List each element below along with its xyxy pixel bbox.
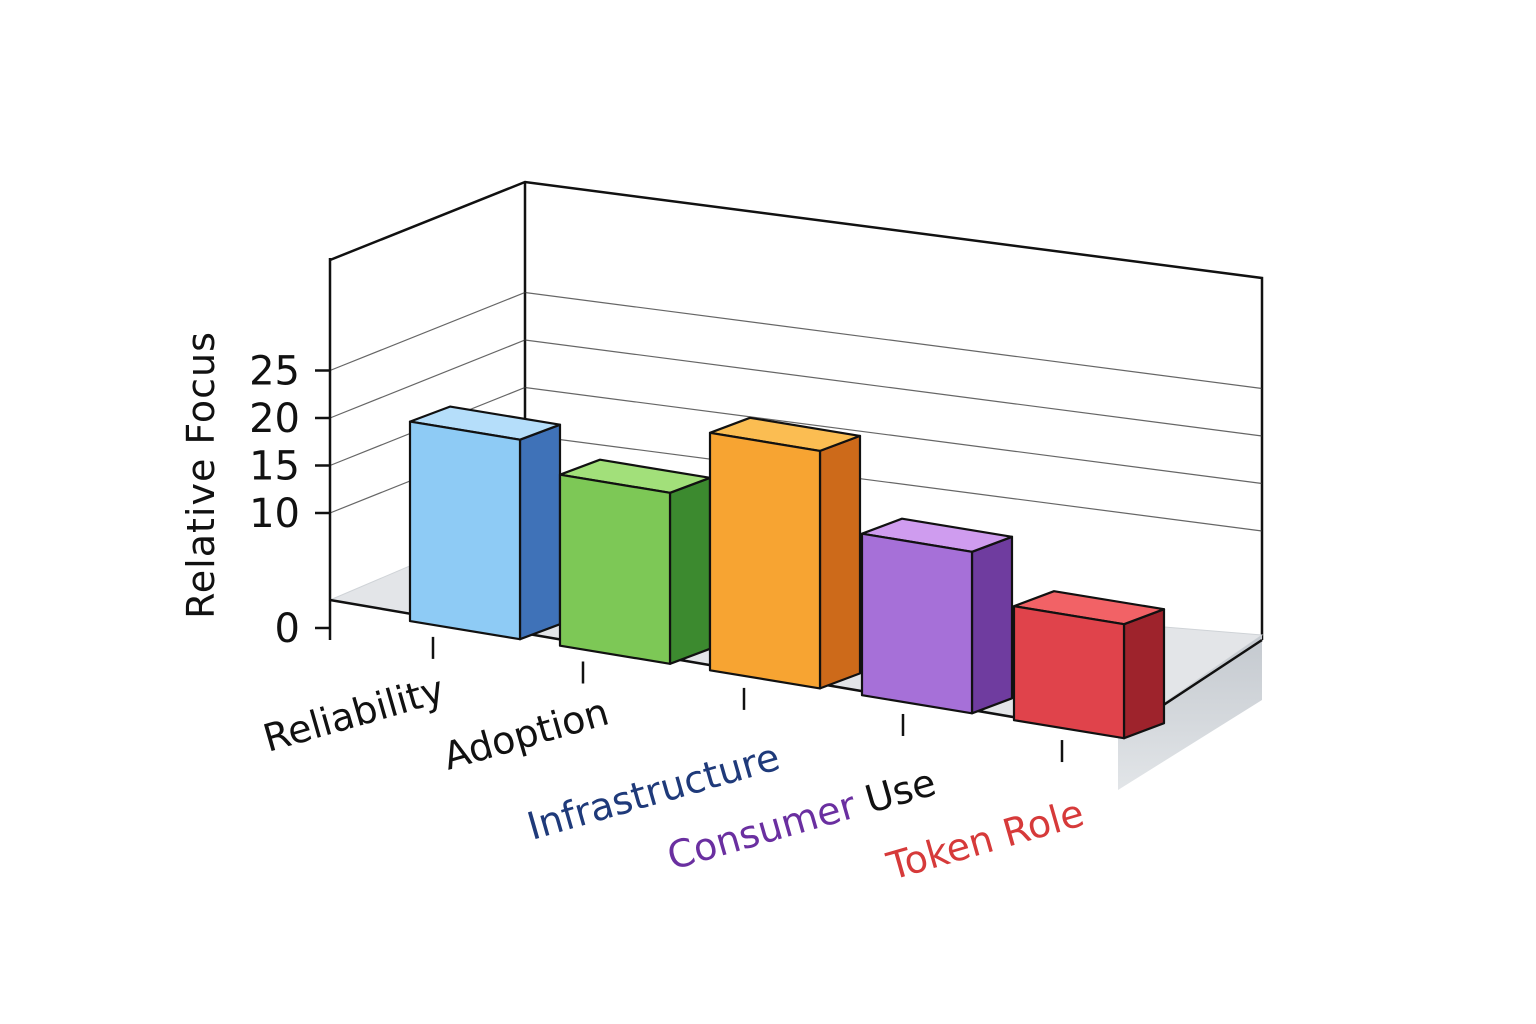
y-tick-label-10: 10	[249, 491, 300, 537]
y-axis-label: Relative Focus	[179, 331, 223, 619]
gridline-15	[329, 386, 1263, 485]
x-tick-label-0-part-0: Reliability	[258, 667, 449, 760]
y-tick-label-20: 20	[249, 396, 300, 442]
bar-1	[558, 458, 712, 665]
bar-side-0	[518, 423, 562, 641]
bar-front-2	[708, 431, 822, 690]
x-tick-label-1: Adoption	[438, 690, 613, 779]
bar-0	[408, 405, 562, 641]
x-tick-label-1-part-0: Adoption	[438, 690, 613, 779]
bars	[408, 405, 1166, 740]
gridline-25	[329, 291, 1263, 390]
bar-side-2	[818, 434, 862, 690]
bar-side-3	[970, 535, 1014, 715]
y-tick-label-25: 25	[249, 349, 300, 395]
bar-3	[860, 517, 1014, 715]
gridline-20	[329, 339, 1263, 437]
x-tick-label-3-part-1: Use	[849, 760, 941, 825]
x-tick-label-0: Reliability	[258, 667, 449, 760]
bar-4	[1012, 590, 1166, 740]
bar-side-1	[668, 476, 712, 665]
bar-2	[708, 416, 862, 690]
bar-front-1	[558, 473, 672, 665]
back-walls	[329, 180, 1264, 640]
bar-front-3	[860, 532, 974, 715]
y-tick-label-0: 0	[275, 606, 300, 652]
floor-side	[1118, 635, 1262, 790]
y-tick-label-15: 15	[249, 444, 300, 490]
back-wall-outline	[329, 180, 1264, 640]
bar-side-4	[1122, 608, 1166, 740]
bar-front-4	[1012, 605, 1126, 740]
bar-front-0	[408, 420, 522, 641]
